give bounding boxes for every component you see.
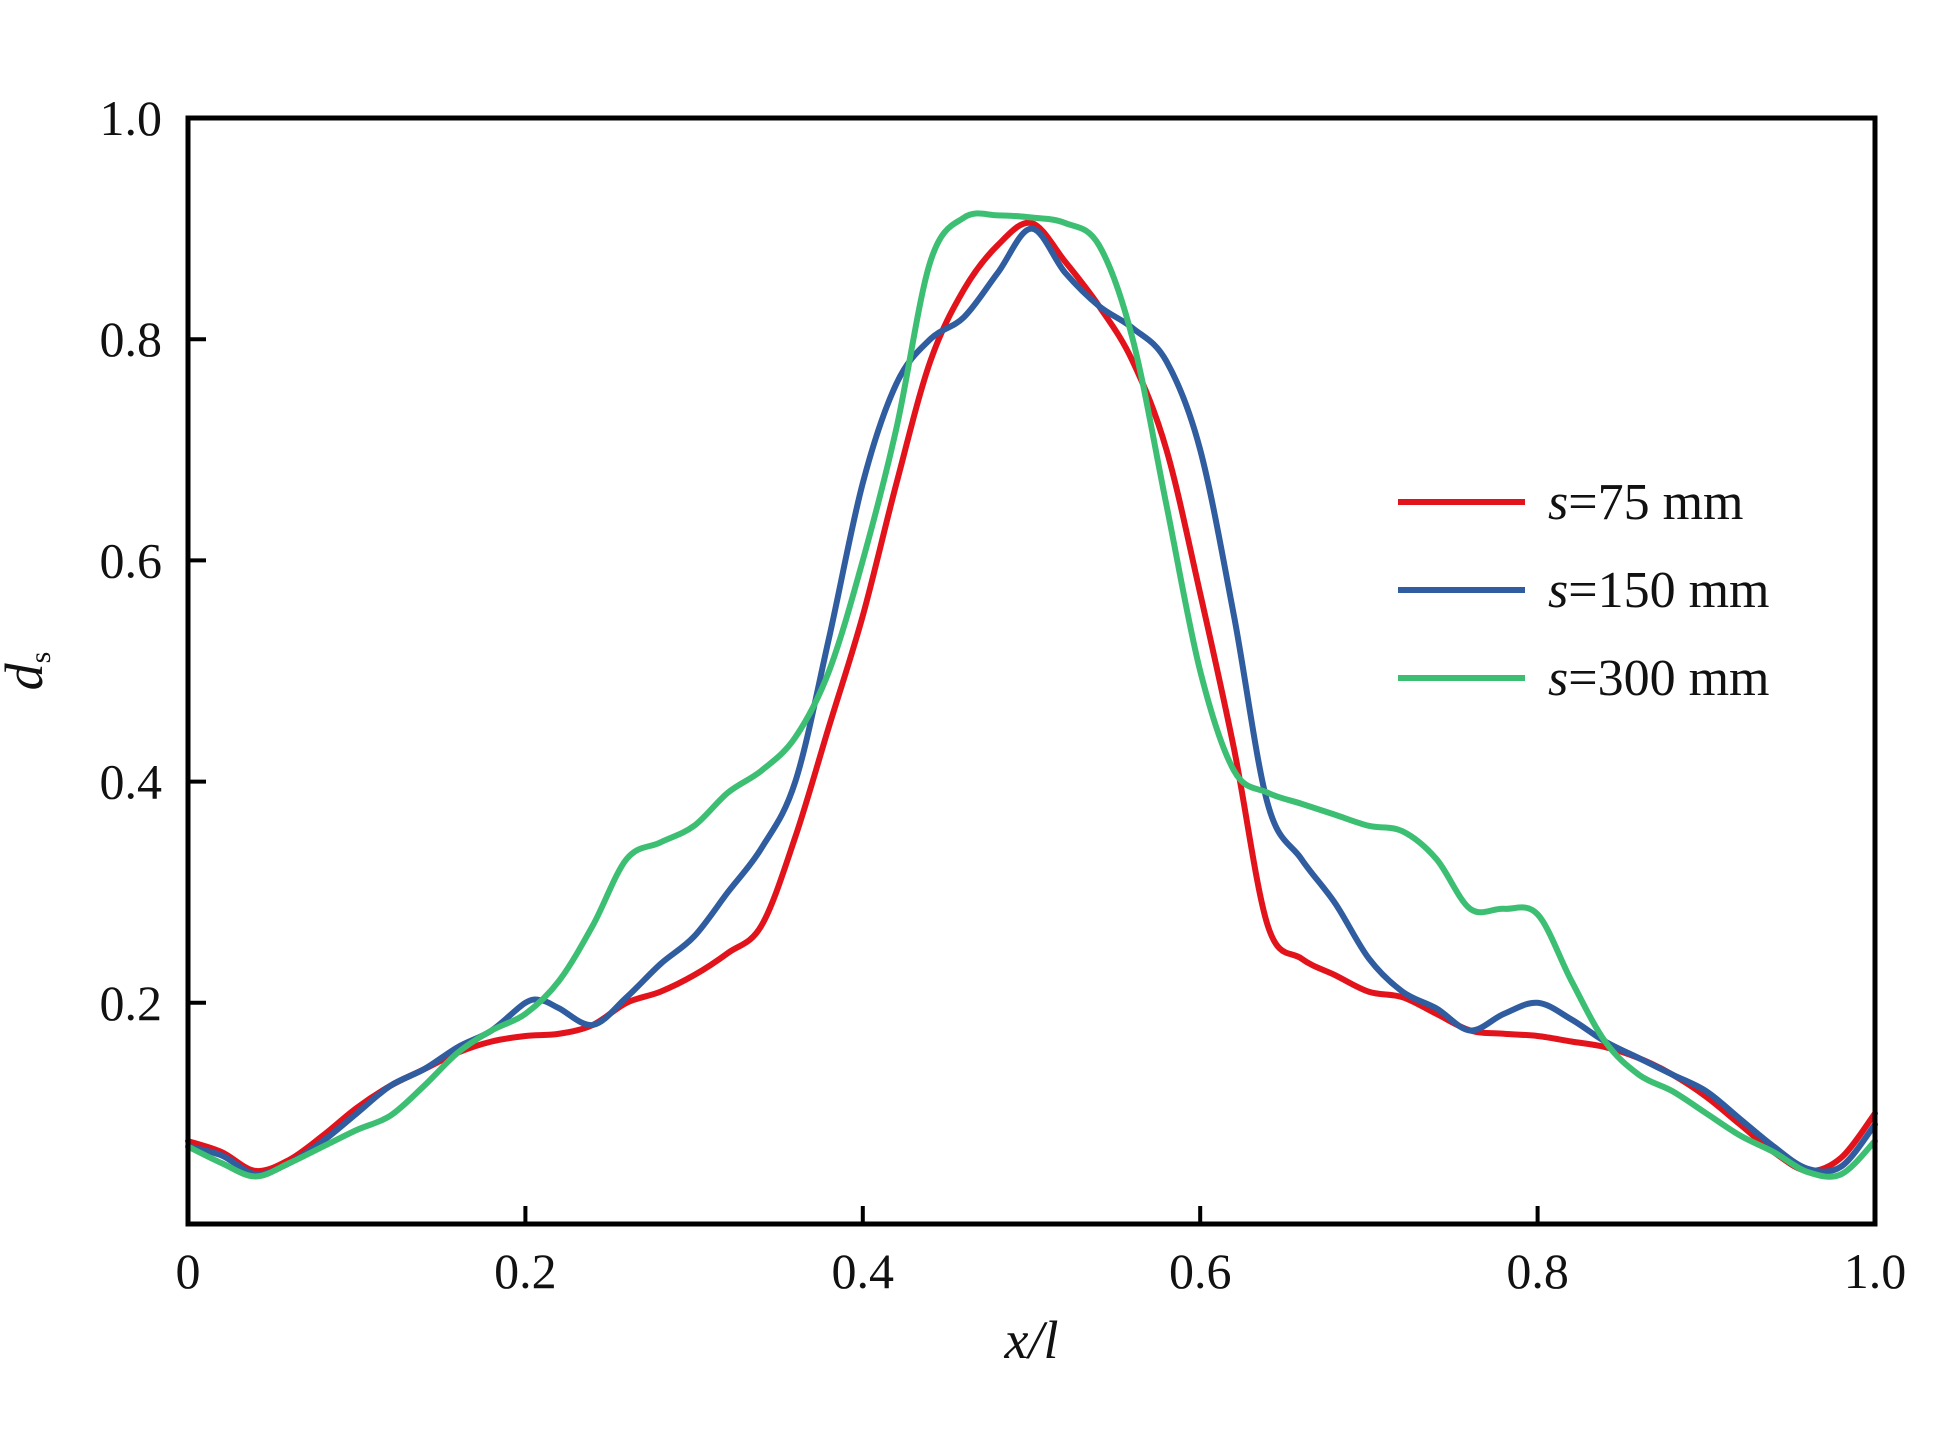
legend-label-s300: s=300 mm	[1548, 650, 1769, 707]
x-tick-label: 0.6	[1169, 1243, 1232, 1299]
x-tick-label: 0.2	[494, 1243, 557, 1299]
series-line-3	[185, 210, 1878, 1180]
x-tick-label: 0	[176, 1243, 201, 1299]
plot-frame	[185, 115, 1878, 1227]
x-tick-label: 1.0	[1844, 1243, 1907, 1299]
legend-label-s75: s=75 mm	[1548, 474, 1743, 531]
y-axis-label: ds	[0, 652, 57, 691]
x-tick-label: 0.8	[1506, 1243, 1569, 1299]
y-tick-label: 0.4	[100, 754, 163, 810]
x-axis-label: x/l	[1004, 1310, 1059, 1370]
y-tick-label: 0.2	[100, 975, 163, 1031]
legend-var: s	[1548, 650, 1568, 707]
legend-value: =75 mm	[1568, 474, 1743, 531]
y-axis-label-main: d	[0, 662, 54, 690]
x-tick-label: 0.4	[832, 1243, 895, 1299]
legend-label-s150: s=150 mm	[1548, 562, 1769, 619]
tick-labels-layer: 0 0.2 0.4 0.6 0.8 1.0 0.2 0.4 0.6 0.8 1.0	[100, 90, 1907, 1299]
y-axis-label-subscript: s	[24, 652, 57, 664]
y-tick-label: 1.0	[100, 90, 163, 146]
y-tick-label: 0.8	[100, 311, 163, 367]
series-layer	[185, 210, 1878, 1180]
y-tick-label: 0.6	[100, 532, 163, 588]
legend-var: s	[1548, 474, 1568, 531]
legend: s=75 mm s=150 mm s=300 mm	[1398, 474, 1769, 707]
legend-value: =300 mm	[1568, 650, 1769, 707]
series-line-1	[185, 219, 1878, 1175]
legend-var: s	[1548, 562, 1568, 619]
ticks-layer	[188, 337, 1540, 1224]
legend-value: =150 mm	[1568, 562, 1769, 619]
